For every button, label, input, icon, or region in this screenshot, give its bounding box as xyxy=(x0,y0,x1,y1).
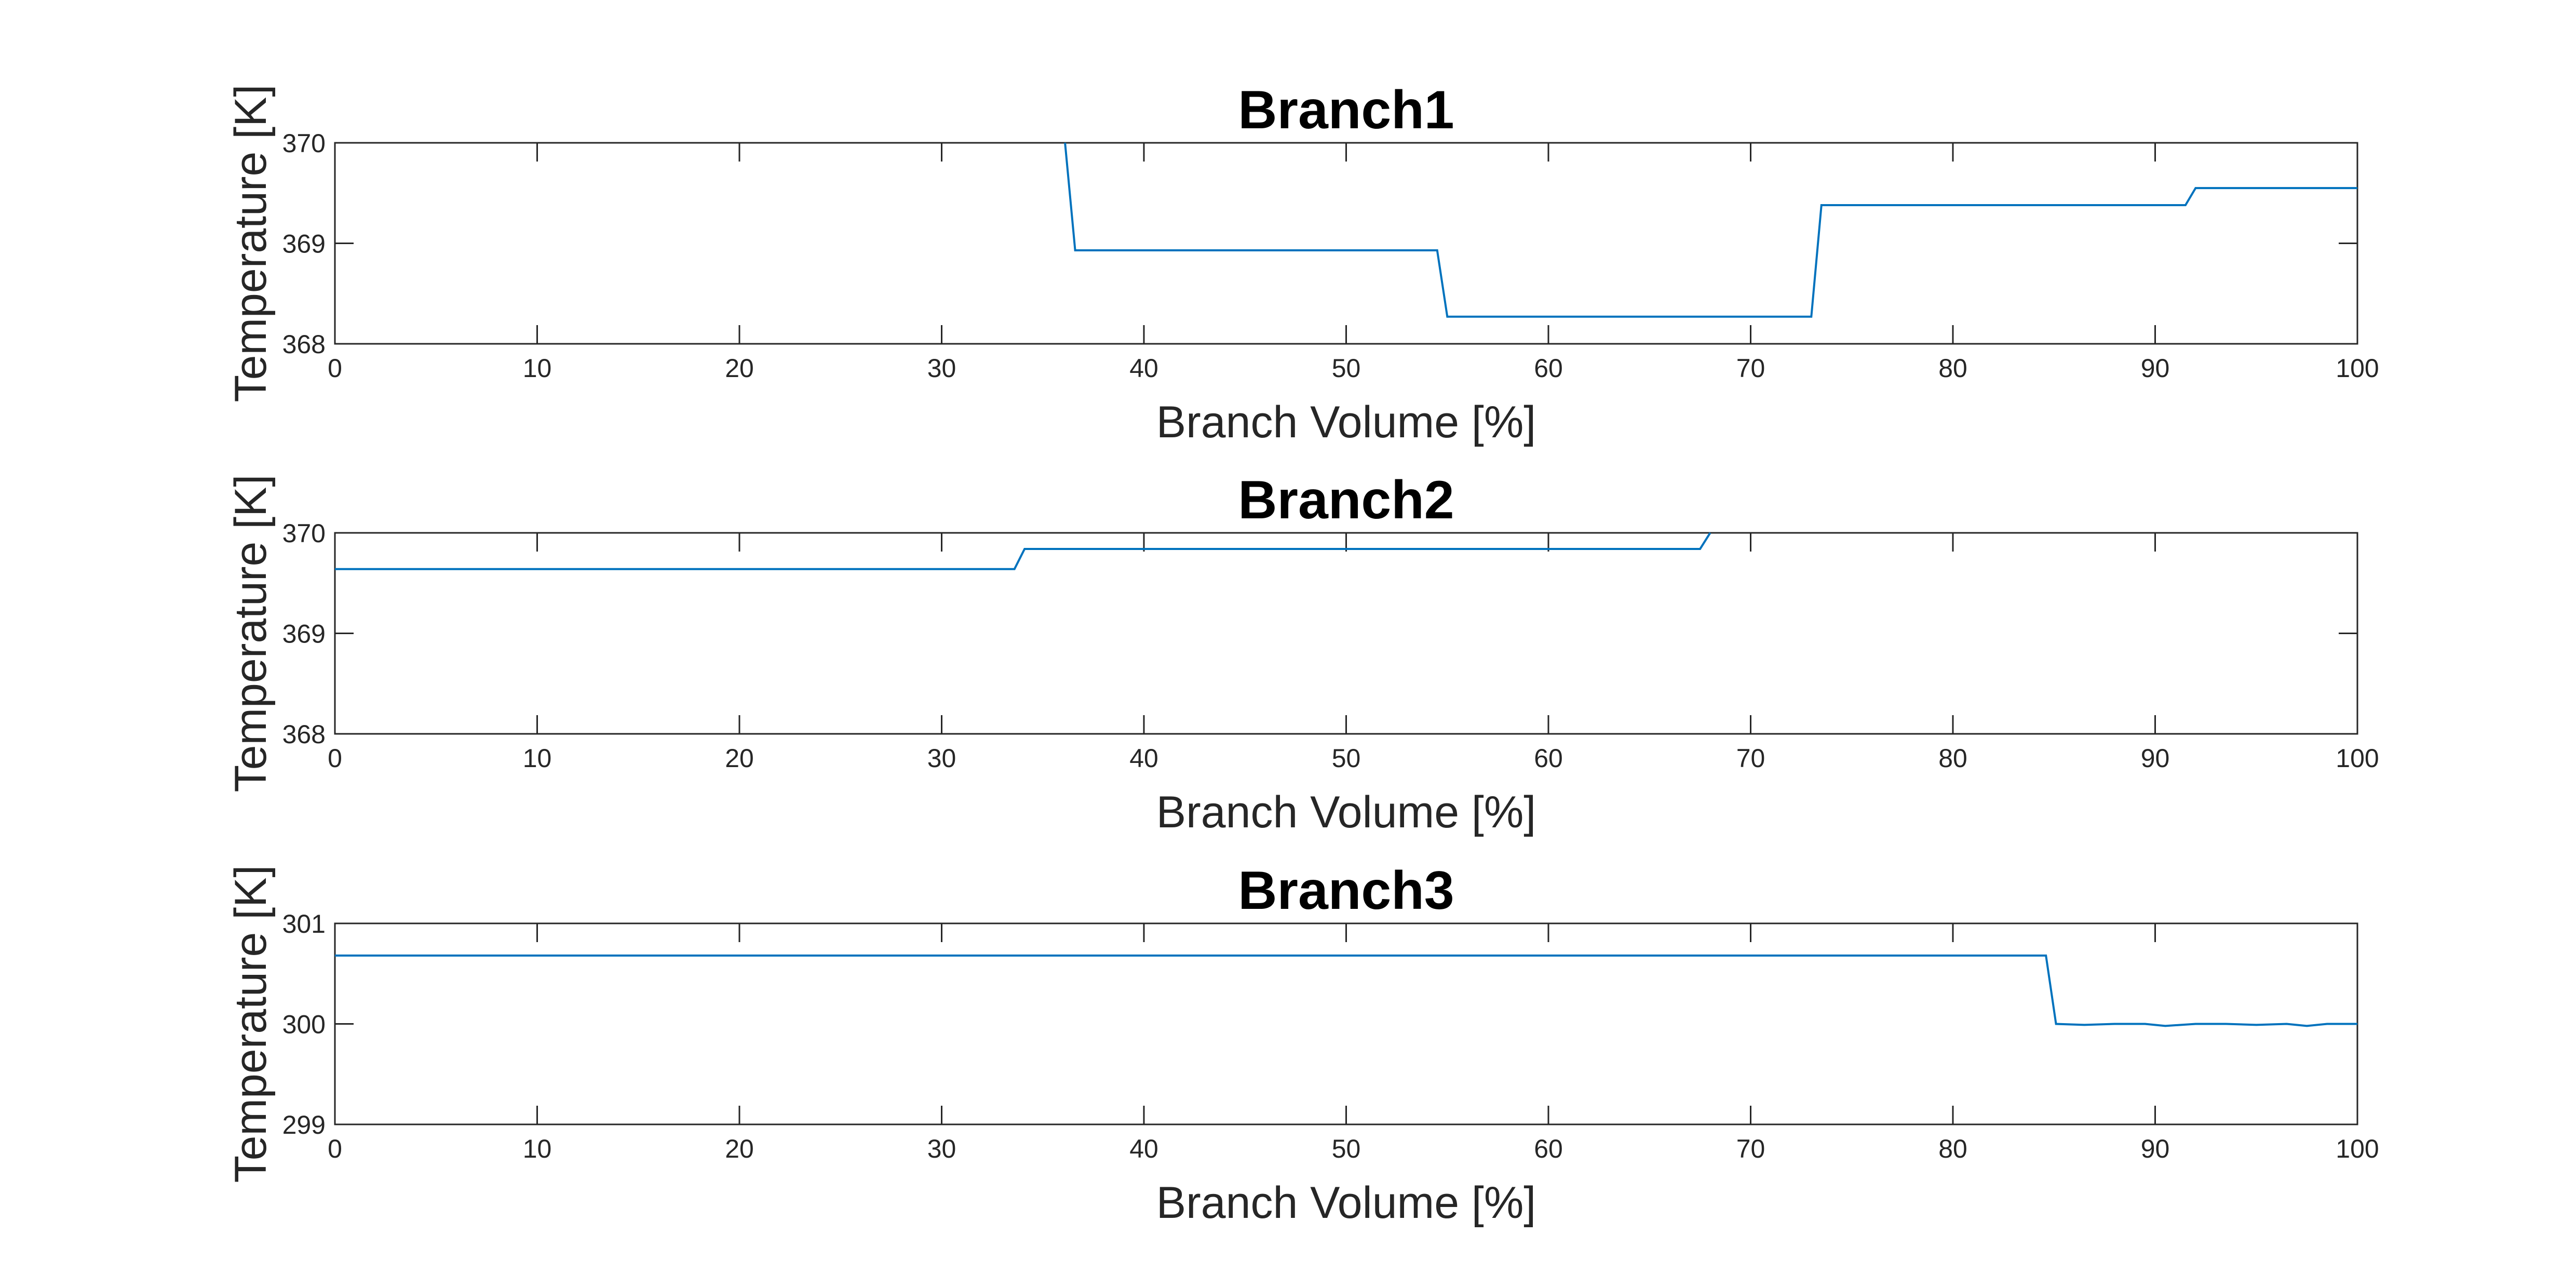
y-tick-label: 301 xyxy=(282,909,326,938)
x-tick-label: 0 xyxy=(328,354,342,383)
x-tick-label: 30 xyxy=(927,744,956,773)
x-tick-label: 80 xyxy=(1938,744,1967,773)
subplot-1: 0 10 20 30 40 50 60 70 80 90 100 368 369 370 Branch1 Br… xyxy=(226,80,2379,447)
x-tick-label: 50 xyxy=(1332,1134,1361,1163)
x-tick-label: 30 xyxy=(927,1134,956,1163)
axes-box xyxy=(334,142,2358,345)
y-tick-label: 299 xyxy=(282,1110,326,1139)
x-axis-label: Branch Volume [%] xyxy=(1156,787,1536,837)
x-tick-label: 80 xyxy=(1938,354,1967,383)
y-axis-label: Temperature [K] xyxy=(226,85,276,403)
series-line xyxy=(335,532,1711,570)
x-tick-label: 80 xyxy=(1938,1134,1967,1163)
subplot-title: Branch3 xyxy=(1238,861,1454,921)
y-tick-label: 370 xyxy=(282,519,326,548)
y-tick-label: 370 xyxy=(282,129,326,158)
series-line xyxy=(335,954,2357,1027)
x-tick-label: 60 xyxy=(1534,1134,1563,1163)
subplot-title: Branch1 xyxy=(1238,80,1454,140)
x-tick-label: 40 xyxy=(1129,1134,1158,1163)
x-tick-label: 70 xyxy=(1736,1134,1765,1163)
x-axis-label: Branch Volume [%] xyxy=(1156,397,1536,447)
axes-box xyxy=(334,532,2358,735)
subplot-3: 0 10 20 30 40 50 60 70 80 90 100 299 300 301 Branch3 Br… xyxy=(226,861,2379,1228)
subplot-title: Branch2 xyxy=(1238,470,1454,530)
y-tick-label: 300 xyxy=(282,1010,326,1039)
y-tick-label: 369 xyxy=(282,230,326,259)
x-tick-label: 100 xyxy=(2336,354,2379,383)
x-tick-label: 10 xyxy=(523,1134,552,1163)
y-tick-label: 369 xyxy=(282,620,326,649)
x-tick-label: 90 xyxy=(2141,1134,2170,1163)
x-tick-label: 50 xyxy=(1332,354,1361,383)
x-tick-label: 90 xyxy=(2141,354,2170,383)
x-tick-label: 70 xyxy=(1736,354,1765,383)
x-tick-label: 10 xyxy=(523,354,552,383)
x-tick-label: 40 xyxy=(1129,354,1158,383)
subplot-2: 0 10 20 30 40 50 60 70 80 90 100 368 369 370 Branch2 Br… xyxy=(226,470,2379,837)
x-tick-label: 100 xyxy=(2336,1134,2379,1163)
series-line xyxy=(1064,142,2357,318)
x-axis-label: Branch Volume [%] xyxy=(1156,1178,1536,1228)
y-tick-label: 368 xyxy=(282,330,326,359)
x-tick-label: 0 xyxy=(328,1134,342,1163)
x-tick-label: 0 xyxy=(328,744,342,773)
axes-box xyxy=(334,922,2358,1125)
x-tick-label: 20 xyxy=(725,744,754,773)
x-tick-label: 90 xyxy=(2141,744,2170,773)
x-tick-label: 100 xyxy=(2336,744,2379,773)
y-axis-label: Temperature [K] xyxy=(226,475,276,793)
x-tick-label: 30 xyxy=(927,354,956,383)
x-tick-label: 20 xyxy=(725,1134,754,1163)
x-tick-label: 10 xyxy=(523,744,552,773)
x-tick-label: 50 xyxy=(1332,744,1361,773)
y-tick-label: 368 xyxy=(282,720,326,749)
x-tick-label: 70 xyxy=(1736,744,1765,773)
x-tick-label: 40 xyxy=(1129,744,1158,773)
y-axis-label: Temperature [K] xyxy=(226,865,276,1183)
x-tick-label: 20 xyxy=(725,354,754,383)
x-tick-label: 60 xyxy=(1534,744,1563,773)
x-tick-label: 60 xyxy=(1534,354,1563,383)
